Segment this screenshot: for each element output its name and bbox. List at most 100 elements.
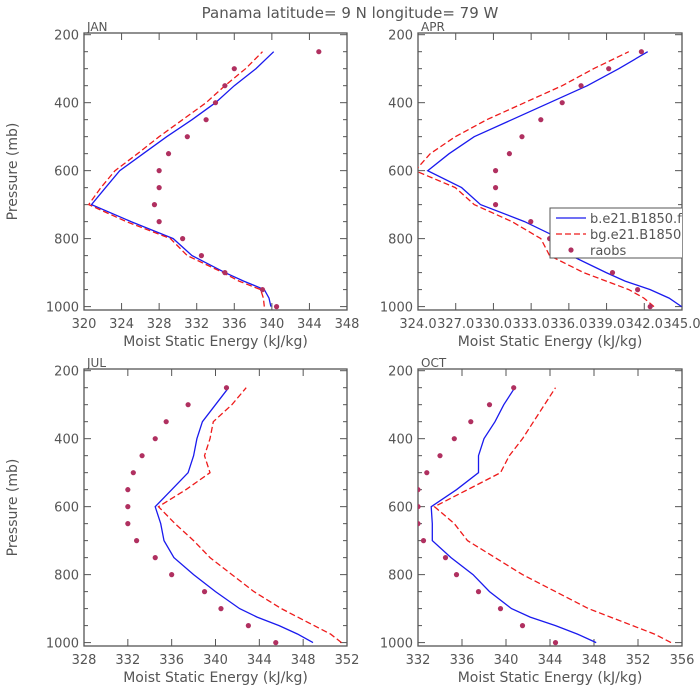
series-line-b: [426, 51, 682, 308]
raobs-point: [528, 219, 534, 225]
raobs-point: [152, 555, 158, 561]
raobs-point: [203, 117, 209, 123]
x-tick-label: 324.0: [399, 317, 436, 332]
x-tick-label: 352: [335, 653, 360, 668]
x-tick-label: 328: [147, 317, 172, 332]
legend-box: [549, 207, 682, 259]
y-tick-label: 800: [388, 569, 413, 584]
raobs-point: [185, 402, 191, 408]
x-tick-label: 356: [670, 653, 695, 668]
raobs-point: [552, 640, 559, 646]
raobs-point: [468, 419, 474, 425]
raobs-point: [184, 134, 190, 140]
x-tick-label: 352: [626, 653, 651, 668]
x-tick-label: 332: [406, 653, 431, 668]
y-tick-label: 600: [388, 165, 413, 180]
raobs-point: [222, 270, 228, 276]
raobs-point: [418, 487, 421, 493]
raobs-point: [245, 623, 251, 629]
panel-jan: 320 324 328 332 336 340 344 348 200 400 600 800 1000…: [5, 20, 359, 350]
raobs-point: [506, 151, 512, 157]
raobs-point: [492, 168, 499, 174]
x-tick-label: 333.0: [513, 317, 550, 332]
x-axis-label: Moist Static Energy (kJ/kg): [123, 334, 308, 350]
raobs-point: [134, 538, 140, 544]
legend-label: b.e21.B1850.f0: [590, 212, 690, 227]
raobs-point: [151, 202, 158, 208]
x-tick-label: 328: [72, 653, 97, 668]
raobs-point: [519, 134, 525, 140]
y-axis-label: Pressure (mb): [5, 459, 21, 557]
raobs-point: [538, 117, 544, 123]
raobs-point: [453, 572, 460, 578]
raobs-point: [492, 185, 499, 191]
raobs-point: [273, 640, 279, 646]
plot-frame: [417, 368, 683, 647]
x-tick-label: 340: [494, 653, 519, 668]
y-tick-label: 600: [388, 501, 413, 516]
plot-frame: [83, 32, 348, 311]
raobs-point: [578, 83, 584, 89]
series-line-bg: [418, 51, 655, 308]
y-tick-label: 200: [54, 365, 79, 380]
x-tick-label: 348: [582, 653, 607, 668]
series-line-bg: [433, 387, 672, 644]
raobs-point: [519, 623, 526, 629]
y-tick-label: 1000: [380, 301, 413, 316]
raobs-point: [273, 304, 280, 310]
raobs-point: [198, 253, 205, 259]
y-tick-label: 400: [388, 433, 413, 448]
y-tick-label: 400: [388, 97, 413, 112]
raobs-point: [492, 202, 499, 208]
raobs-point: [451, 436, 457, 442]
raobs-point: [125, 487, 131, 493]
x-tick-label: 345.0: [663, 317, 700, 332]
raobs-point: [218, 606, 224, 612]
x-tick-label: 340: [203, 653, 228, 668]
raobs-point: [180, 236, 186, 242]
x-tick-label: 348: [291, 653, 316, 668]
y-tick-label: 800: [388, 233, 413, 248]
y-tick-label: 200: [388, 365, 413, 380]
panel-label: JAN: [86, 20, 108, 34]
raobs-point: [606, 66, 612, 72]
raobs-point: [231, 66, 237, 72]
legend-label: raobs: [590, 244, 627, 259]
y-tick-label: 1000: [46, 301, 79, 316]
panel-label: OCT: [421, 356, 447, 370]
x-axis-label: Moist Static Energy (kJ/kg): [123, 670, 308, 686]
raobs-point: [437, 453, 443, 459]
y-tick-label: 400: [54, 97, 79, 112]
x-tick-label: 320: [72, 317, 97, 332]
y-tick-label: 200: [54, 29, 79, 44]
x-tick-label: 336: [222, 317, 247, 332]
y-tick-label: 1000: [380, 637, 413, 652]
panel-label: APR: [421, 20, 445, 34]
raobs-point: [609, 270, 616, 276]
x-axis-label: Moist Static Energy (kJ/kg): [458, 334, 643, 350]
legend-label: bg.e21.B1850.f0: [590, 228, 698, 243]
raobs-point: [165, 151, 172, 157]
x-tick-label: 344: [538, 653, 563, 668]
x-tick-label: 330.0: [475, 317, 512, 332]
raobs-point: [223, 385, 230, 391]
plot-frame: [83, 368, 348, 647]
raobs-point: [418, 521, 421, 527]
raobs-point: [647, 304, 653, 310]
x-tick-label: 336.0: [550, 317, 587, 332]
raobs-point: [156, 185, 162, 191]
panel-apr: 324.0 327.0 330.0 333.0 336.0 339.0 342.0 345.0…: [380, 20, 700, 350]
raobs-point: [125, 521, 131, 527]
series-line-bg: [157, 387, 342, 644]
x-tick-label: 344: [247, 653, 272, 668]
raobs-point: [497, 606, 504, 612]
x-tick-label: 332: [184, 317, 209, 332]
y-tick-label: 1000: [46, 637, 79, 652]
raobs-point: [442, 555, 449, 561]
plot-area: [418, 385, 672, 646]
raobs-point: [418, 504, 421, 510]
x-axis-label: Moist Static Energy (kJ/kg): [458, 670, 643, 686]
raobs-point: [486, 402, 493, 408]
raobs-point: [559, 100, 565, 106]
